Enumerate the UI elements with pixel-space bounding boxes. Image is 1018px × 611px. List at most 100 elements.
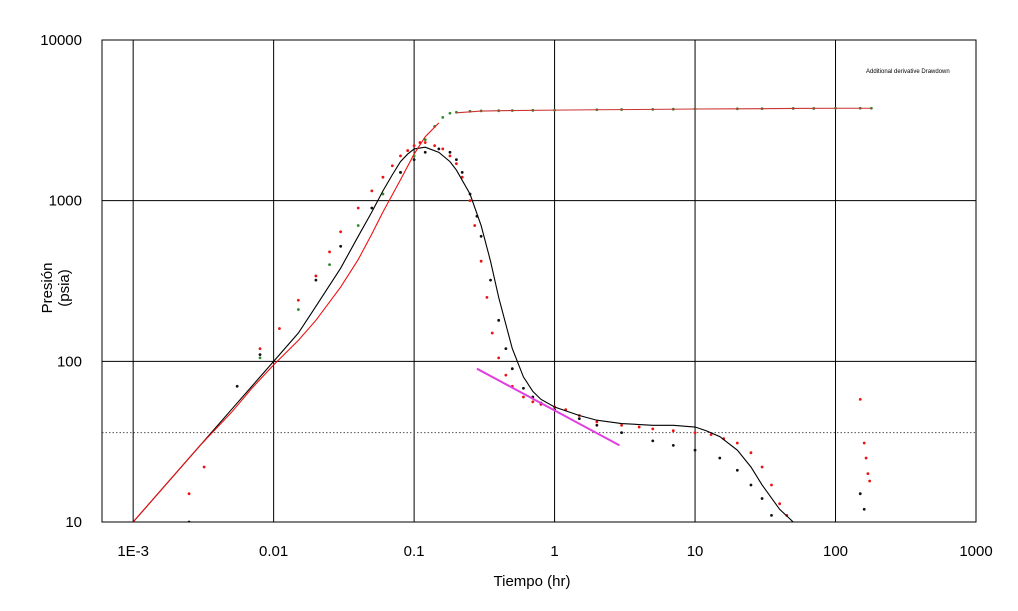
pressure-model-line (456, 107, 872, 114)
derivative-data-black-point (595, 423, 599, 427)
pressure-data-point (258, 356, 262, 360)
derivative-data-red-point (735, 441, 739, 445)
derivative-data-red-point (531, 400, 535, 404)
y-axis-title-group: Presión (psia) (39, 263, 73, 314)
y-tick-label-3: 10000 (40, 32, 82, 49)
derivative-data-red-point (296, 298, 300, 302)
derivative-data-red-point (749, 451, 753, 455)
derivative-data-red-point (468, 199, 472, 203)
pressure-data-point (441, 115, 445, 119)
x-tick-label-3: 1 (550, 543, 558, 560)
derivative-data-black-point (460, 170, 464, 174)
derivative-data-black-point (258, 353, 262, 357)
grid-layer (102, 40, 976, 522)
derivative-data-red-point (862, 441, 866, 445)
derivative-data-black-point (423, 150, 427, 154)
derivative-data-red-point (441, 147, 445, 151)
derivative-data-black-point (693, 448, 697, 452)
derivative-data-black-point (718, 456, 722, 460)
derivative-data-red-point (522, 395, 525, 399)
pressure-data-point (448, 111, 452, 115)
derivative-data-red-point (858, 397, 862, 401)
derivative-data-red-point (479, 259, 483, 263)
derivative-model-black-line (132, 146, 794, 522)
derivative-data-red-point (339, 230, 343, 234)
derivative-data-red-point (864, 456, 868, 460)
derivative-data-red-points (187, 141, 872, 517)
y-tick-label-1: 100 (57, 353, 82, 370)
x-tick-label-2: 0.1 (404, 543, 425, 560)
derivative-data-red-point (448, 154, 452, 158)
derivative-data-black-point (671, 443, 675, 447)
x-tick-label-5: 100 (823, 543, 848, 560)
derivative-data-red-point (370, 189, 374, 193)
derivative-data-red-point (258, 347, 262, 351)
x-tick-label-6: 1000 (959, 543, 992, 560)
derivative-data-red-point (620, 423, 623, 427)
derivative-data-black-point (862, 507, 866, 511)
derivative-data-red-point (473, 224, 477, 227)
x-tick-label-0: 1E-3 (117, 543, 149, 560)
derivative-data-red-point (412, 144, 416, 148)
derivative-data-black-point (339, 244, 343, 248)
derivative-data-red-point (778, 502, 782, 506)
plot-frame (101, 39, 977, 523)
derivative-data-black-points (187, 147, 866, 522)
derivative-data-black-point (735, 468, 739, 472)
derivative-data-red-point (399, 154, 402, 158)
derivative-data-red-point (187, 492, 191, 496)
derivative-data-black-point (235, 384, 239, 388)
derivative-data-red-point (314, 274, 318, 278)
derivative-data-red-point (390, 164, 394, 168)
derivative-data-black-point (399, 170, 402, 174)
derivative-data-black-point (620, 431, 623, 435)
derivative-data-red-point (460, 175, 464, 179)
derivative-data-black-point (510, 367, 514, 371)
derivative-data-red-point (423, 141, 427, 144)
x-axis-title: Tiempo (hr) (494, 573, 571, 590)
derivative-data-red-point (866, 472, 870, 476)
derivative-data-red-point (433, 144, 437, 148)
derivative-data-red-point (485, 296, 489, 299)
derivative-data-black-point (314, 278, 318, 282)
derivative-data-black-point (770, 513, 773, 517)
derivative-data-red-point (490, 331, 494, 335)
derivative-data-black-point (577, 417, 581, 421)
y-tick-label-2: 1000 (49, 193, 82, 210)
derivative-data-red-point (709, 433, 713, 436)
slope-line-line (476, 367, 621, 447)
derivative-data-black-point (437, 147, 441, 151)
derivative-data-red-point (595, 420, 599, 424)
derivative-data-black-point (497, 318, 501, 322)
derivative-data-black-point (651, 439, 655, 443)
derivative-data-red-point (868, 479, 872, 483)
derivative-data-red-point (671, 429, 675, 433)
derivative-data-red-point (381, 175, 385, 179)
derivative-data-red-point (637, 425, 641, 429)
derivative-data-black-point (489, 278, 492, 282)
y-tick-label-0: 10 (65, 514, 82, 531)
y-axis-title-line2: (psia) (56, 269, 73, 307)
derivative-data-black-point (412, 158, 416, 162)
derivative-data-red-point (202, 465, 206, 469)
derivative-data-black-point (749, 483, 753, 487)
derivative-data-black-point (760, 497, 764, 500)
derivative-data-black-point (504, 347, 508, 351)
derivative-data-red-point (497, 356, 501, 360)
derivative-data-red-point (693, 431, 697, 435)
derivative-data-red-point (455, 162, 458, 166)
derivative-data-red-point (328, 250, 331, 254)
derivative-data-red-point (278, 327, 281, 330)
pressure-data-points (258, 106, 873, 360)
y-axis-title-line1: Presión (39, 263, 56, 314)
derivative-data-black-point (455, 158, 458, 162)
derivative-data-red-point (651, 427, 655, 431)
legend-label: Additional derivative Drawdown (866, 69, 950, 75)
pressure-data-point (356, 224, 360, 227)
x-tick-label-1: 0.01 (259, 543, 288, 560)
derivative-data-red-point (406, 149, 410, 152)
derivative-data-red-point (770, 483, 773, 487)
derivative-model-red-line (132, 122, 440, 522)
